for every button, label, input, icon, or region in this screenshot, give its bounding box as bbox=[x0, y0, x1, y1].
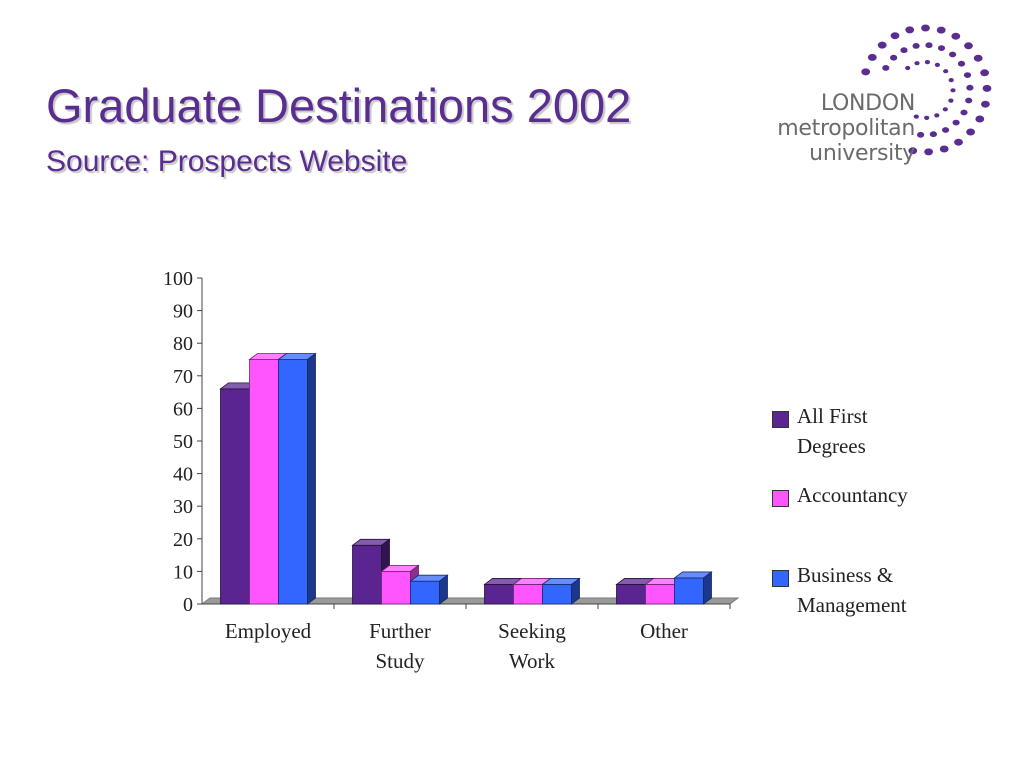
logo-dot bbox=[912, 43, 920, 49]
logo-dot bbox=[965, 97, 973, 104]
logo-dot bbox=[954, 138, 963, 146]
page-title: Graduate Destinations 2002 bbox=[46, 79, 632, 132]
logo-dot bbox=[890, 54, 898, 61]
bar bbox=[409, 574, 449, 605]
y-tick-label: 0 bbox=[183, 594, 193, 616]
logo-dot bbox=[937, 45, 946, 51]
logo-dot bbox=[948, 78, 954, 83]
logo-dot bbox=[949, 51, 957, 58]
logo-dot bbox=[966, 84, 974, 91]
bar bbox=[277, 352, 317, 605]
logo-dot bbox=[921, 24, 930, 32]
x-category-label: Work bbox=[509, 649, 556, 673]
x-category-label: Further bbox=[369, 619, 431, 643]
x-category-label: Study bbox=[375, 649, 425, 673]
x-category-label: Seeking bbox=[498, 619, 566, 643]
y-tick-label: 80 bbox=[173, 333, 193, 355]
logo-dot bbox=[877, 41, 887, 49]
logo-dot bbox=[980, 69, 989, 77]
y-tick-label: 50 bbox=[173, 431, 193, 453]
logo-dot bbox=[973, 54, 983, 62]
logo-dot bbox=[934, 113, 940, 118]
logo-dot bbox=[957, 60, 966, 67]
logo-dot bbox=[929, 131, 937, 138]
logo-dot bbox=[905, 65, 911, 71]
bar bbox=[380, 564, 420, 605]
legend-label: All First Degrees bbox=[797, 404, 868, 458]
logo-text-line1: LONDON bbox=[820, 91, 915, 116]
logo-dot bbox=[934, 62, 940, 67]
legend-item: Accountancy bbox=[772, 483, 947, 510]
logo-dot bbox=[966, 128, 975, 136]
y-tick-label: 60 bbox=[173, 398, 193, 420]
legend-swatch bbox=[772, 411, 789, 428]
logo-dot bbox=[951, 32, 961, 40]
logo-dot bbox=[924, 115, 930, 120]
logo-dot bbox=[948, 98, 954, 103]
logo-dot bbox=[861, 68, 871, 76]
logo-dots-icon bbox=[861, 24, 992, 156]
logo-dot bbox=[942, 107, 948, 112]
bar bbox=[541, 577, 581, 605]
y-tick-label: 70 bbox=[173, 366, 193, 388]
logo-dot bbox=[963, 72, 972, 78]
logo-dot bbox=[925, 42, 933, 49]
legend-swatch bbox=[772, 490, 789, 507]
logo-dot bbox=[900, 47, 908, 54]
logo-dot bbox=[913, 114, 919, 119]
logo-text-line2: metropolitan bbox=[777, 116, 915, 141]
page-subtitle: Source: Prospects Website bbox=[46, 145, 408, 178]
logo-dot bbox=[867, 53, 877, 61]
legend-item: Business & Management bbox=[772, 563, 947, 620]
legend-label: Business & Management bbox=[797, 563, 907, 617]
logo-dot bbox=[917, 131, 925, 138]
logo-dot bbox=[950, 88, 956, 93]
logo-dot bbox=[975, 115, 985, 123]
logo-dot bbox=[936, 26, 946, 34]
logo-dot bbox=[905, 26, 915, 34]
logo-dot bbox=[952, 119, 960, 126]
logo-dot bbox=[964, 42, 973, 50]
logo-dot bbox=[908, 147, 918, 155]
logo-dot bbox=[960, 109, 968, 116]
logo-text-line3: university bbox=[809, 141, 915, 166]
y-tick-label: 100 bbox=[163, 268, 193, 290]
legend-label: Accountancy bbox=[797, 483, 908, 507]
logo-dot bbox=[939, 145, 949, 153]
logo-dot bbox=[882, 65, 890, 71]
y-tick-label: 20 bbox=[173, 529, 193, 551]
x-category-label: Other bbox=[640, 619, 688, 643]
y-tick-label: 30 bbox=[173, 496, 193, 518]
logo-dot bbox=[914, 61, 920, 66]
x-category-label: Employed bbox=[225, 619, 312, 643]
bar bbox=[673, 571, 713, 605]
logo-dot bbox=[943, 69, 949, 74]
legend-swatch bbox=[772, 570, 789, 587]
logo-dot bbox=[924, 148, 933, 156]
y-tick-label: 10 bbox=[173, 561, 193, 583]
legend-item: All First Degrees bbox=[772, 404, 947, 461]
logo-dot bbox=[924, 60, 930, 65]
logo-dot bbox=[942, 127, 950, 133]
university-logo: LONDON metropolitan university bbox=[765, 20, 995, 180]
y-tick-label: 40 bbox=[173, 464, 193, 486]
logo-dot bbox=[981, 100, 990, 108]
logo-dot bbox=[890, 32, 900, 40]
y-tick-label: 90 bbox=[173, 301, 193, 323]
logo-dot bbox=[982, 84, 992, 92]
